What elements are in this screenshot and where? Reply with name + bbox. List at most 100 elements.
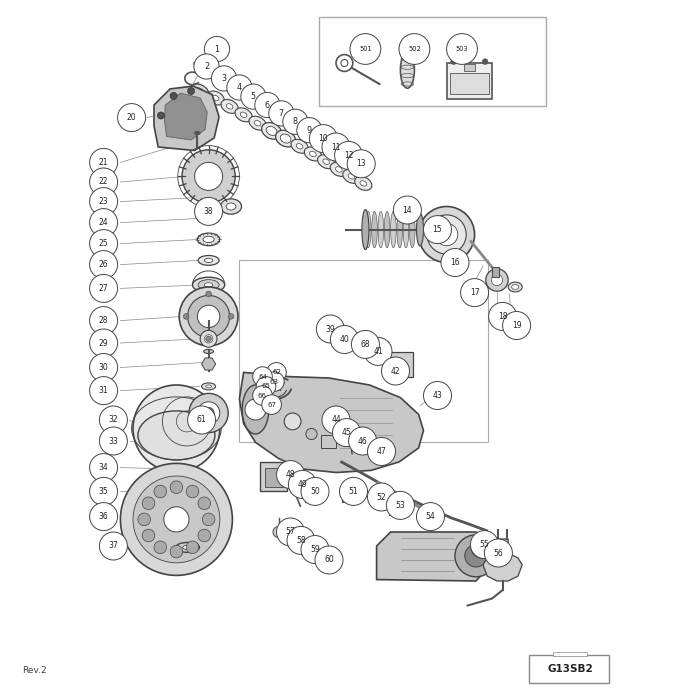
Circle shape	[284, 413, 301, 430]
Ellipse shape	[235, 108, 252, 122]
Circle shape	[471, 537, 492, 558]
Ellipse shape	[207, 91, 224, 105]
Circle shape	[186, 541, 199, 554]
Ellipse shape	[212, 95, 219, 101]
Ellipse shape	[512, 284, 519, 290]
Text: 65: 65	[262, 384, 270, 389]
Circle shape	[198, 497, 211, 510]
Circle shape	[265, 372, 284, 391]
Ellipse shape	[372, 211, 377, 248]
Circle shape	[441, 248, 469, 276]
Text: 58: 58	[296, 536, 306, 545]
Text: 5: 5	[251, 92, 256, 101]
Ellipse shape	[203, 237, 214, 242]
Bar	[332, 332, 349, 344]
Text: 52: 52	[377, 493, 386, 501]
Text: 56: 56	[494, 549, 503, 557]
Circle shape	[267, 377, 276, 386]
Text: 27: 27	[99, 284, 108, 293]
Ellipse shape	[204, 258, 213, 262]
Ellipse shape	[240, 112, 247, 118]
Circle shape	[276, 518, 304, 546]
Circle shape	[255, 92, 280, 118]
Ellipse shape	[242, 385, 269, 434]
Text: 40: 40	[340, 335, 349, 344]
Circle shape	[90, 251, 118, 279]
Circle shape	[382, 357, 409, 385]
Text: 66: 66	[258, 393, 267, 398]
Circle shape	[276, 461, 304, 489]
Text: 51: 51	[349, 487, 358, 496]
Circle shape	[197, 305, 220, 328]
Circle shape	[435, 223, 458, 246]
Circle shape	[262, 372, 281, 391]
Text: 18: 18	[498, 312, 508, 321]
Circle shape	[503, 312, 531, 340]
Circle shape	[288, 470, 316, 498]
Circle shape	[330, 326, 358, 354]
Circle shape	[133, 476, 220, 563]
Ellipse shape	[183, 468, 192, 470]
Circle shape	[138, 513, 150, 526]
Circle shape	[204, 214, 214, 223]
Ellipse shape	[193, 277, 225, 293]
Ellipse shape	[348, 174, 355, 179]
Circle shape	[90, 274, 118, 302]
Bar	[447, 63, 492, 99]
Polygon shape	[202, 358, 216, 370]
Bar	[342, 486, 356, 502]
Circle shape	[349, 427, 377, 455]
Ellipse shape	[276, 130, 295, 147]
Ellipse shape	[410, 211, 415, 248]
Bar	[318, 17, 546, 106]
Ellipse shape	[138, 411, 215, 460]
Text: 54: 54	[426, 512, 435, 521]
Text: 33: 33	[108, 437, 118, 445]
Ellipse shape	[204, 283, 213, 287]
Ellipse shape	[400, 50, 414, 57]
Circle shape	[133, 385, 220, 472]
Bar	[553, 652, 587, 656]
Text: 45: 45	[342, 428, 351, 437]
Text: 11: 11	[331, 143, 341, 151]
Text: 42: 42	[391, 367, 400, 375]
Text: 501: 501	[359, 46, 372, 52]
Text: 1: 1	[214, 45, 220, 53]
Text: 53: 53	[395, 501, 405, 510]
Text: 47: 47	[377, 447, 386, 456]
Circle shape	[164, 507, 189, 532]
Circle shape	[315, 546, 343, 574]
Circle shape	[99, 406, 127, 434]
Text: 19: 19	[512, 321, 522, 330]
Text: 35: 35	[99, 487, 108, 496]
Polygon shape	[239, 372, 424, 473]
Text: 31: 31	[99, 386, 108, 395]
Circle shape	[399, 34, 430, 64]
Circle shape	[368, 483, 395, 511]
Ellipse shape	[266, 127, 277, 135]
Text: 7: 7	[279, 109, 284, 118]
Text: 4: 4	[237, 83, 242, 92]
Text: 50: 50	[310, 487, 320, 496]
Circle shape	[182, 150, 235, 203]
Polygon shape	[483, 539, 522, 581]
Circle shape	[211, 66, 237, 91]
Ellipse shape	[183, 545, 193, 550]
Text: 38: 38	[204, 207, 214, 216]
Circle shape	[465, 545, 487, 567]
Text: 30: 30	[99, 363, 108, 372]
Circle shape	[99, 427, 127, 455]
Circle shape	[170, 545, 183, 558]
Circle shape	[90, 503, 118, 531]
Polygon shape	[492, 267, 499, 276]
Ellipse shape	[190, 84, 209, 98]
Circle shape	[142, 497, 155, 510]
Circle shape	[461, 279, 489, 307]
Bar	[260, 462, 287, 491]
Circle shape	[419, 206, 475, 262]
Circle shape	[470, 531, 498, 559]
Polygon shape	[154, 86, 219, 150]
Text: 64: 64	[258, 374, 267, 379]
Ellipse shape	[373, 491, 386, 510]
Text: 55: 55	[480, 540, 489, 549]
